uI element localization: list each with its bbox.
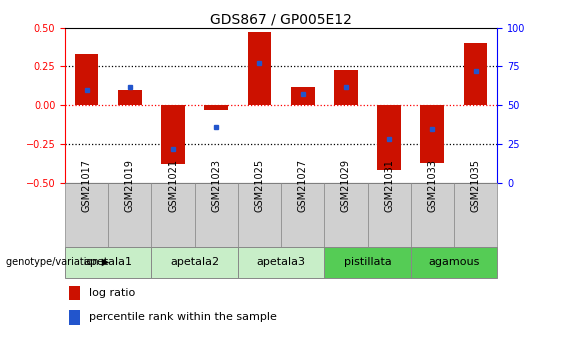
Title: GDS867 / GP005E12: GDS867 / GP005E12 [210, 12, 352, 27]
Text: apetala1: apetala1 [84, 257, 133, 267]
Bar [411, 183, 454, 247]
Text: GSM21031: GSM21031 [384, 159, 394, 211]
Bar [454, 183, 497, 247]
Bar [69, 286, 80, 300]
Bar [161, 105, 185, 164]
Text: GSM21035: GSM21035 [471, 159, 481, 211]
Bar [324, 247, 411, 278]
Bar [151, 247, 238, 278]
Text: GSM21023: GSM21023 [211, 159, 221, 211]
Text: GSM21029: GSM21029 [341, 159, 351, 211]
Bar [420, 105, 444, 163]
Bar [281, 183, 324, 247]
Bar [194, 183, 238, 247]
Bar [75, 54, 98, 105]
Bar [247, 32, 271, 105]
Bar [411, 247, 497, 278]
Text: log ratio: log ratio [89, 288, 135, 298]
Bar [367, 183, 411, 247]
Text: GSM21033: GSM21033 [427, 159, 437, 211]
Text: GSM21019: GSM21019 [125, 159, 135, 211]
Text: pistillata: pistillata [344, 257, 392, 267]
Text: GSM21025: GSM21025 [254, 158, 264, 211]
Bar [324, 183, 368, 247]
Bar [238, 183, 281, 247]
Text: genotype/variation ▶: genotype/variation ▶ [6, 257, 109, 267]
Text: agamous: agamous [428, 257, 480, 267]
Text: apetala3: apetala3 [257, 257, 306, 267]
Text: GSM21027: GSM21027 [298, 158, 308, 211]
Bar [377, 105, 401, 170]
Bar [238, 247, 324, 278]
Text: GSM21021: GSM21021 [168, 159, 178, 211]
Bar [65, 183, 108, 247]
Bar [108, 183, 151, 247]
Bar [151, 183, 194, 247]
Bar [464, 43, 488, 105]
Bar [334, 69, 358, 105]
Bar [69, 310, 80, 325]
Bar [291, 87, 315, 105]
Bar [205, 105, 228, 110]
Text: percentile rank within the sample: percentile rank within the sample [89, 313, 277, 322]
Text: GSM21017: GSM21017 [81, 159, 92, 211]
Text: apetala2: apetala2 [170, 257, 219, 267]
Bar [118, 90, 142, 105]
Bar [65, 247, 151, 278]
